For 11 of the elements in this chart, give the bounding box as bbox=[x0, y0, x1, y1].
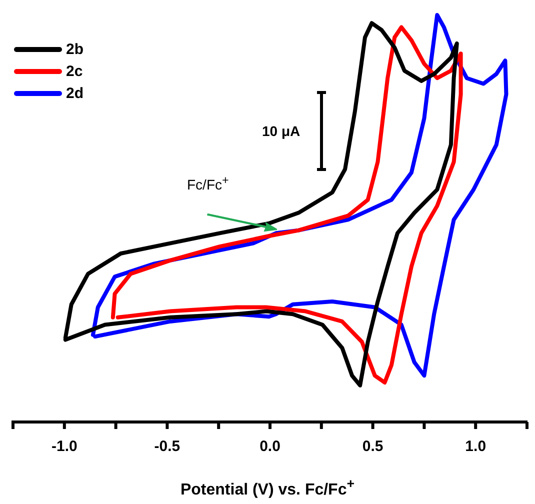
x-tick-label: -1.0 bbox=[51, 438, 78, 456]
x-tick-label: 0.5 bbox=[362, 438, 384, 456]
x-tick-label: 1.0 bbox=[465, 438, 486, 456]
x-tick-label: 0.0 bbox=[260, 438, 280, 456]
legend-label: 2c bbox=[66, 62, 83, 80]
annotation: Fc/Fc$^{+}$ bbox=[187, 174, 229, 193]
legend-label: 2d bbox=[66, 84, 84, 102]
x-tick-label: -0.5 bbox=[154, 438, 180, 456]
legend-label: 2b bbox=[66, 40, 84, 58]
annotation: 10 μA bbox=[262, 123, 300, 139]
x-axis-title: Potential (V) vs. Fc/Fc$^{+}$ bbox=[179, 476, 356, 500]
